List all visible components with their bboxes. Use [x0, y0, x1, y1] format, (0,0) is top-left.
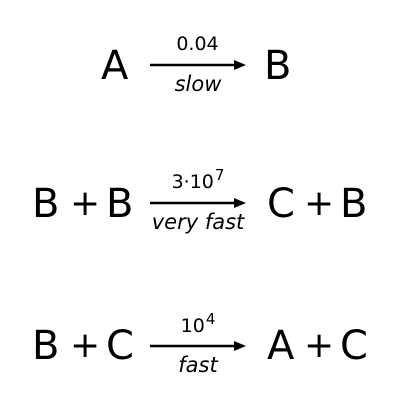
reactant-1: A	[101, 43, 129, 89]
rate-constant: 0.04	[148, 34, 248, 55]
rate-base: 10	[180, 315, 205, 337]
rate-constant: 104	[148, 310, 248, 337]
rate-exponent: 4	[205, 310, 216, 328]
reaction-1: A 0.04 slow B	[0, 26, 412, 106]
speed-label: slow	[174, 72, 222, 96]
speed-label: very fast	[151, 210, 245, 234]
plus-sign: +	[304, 325, 335, 366]
product-1: B	[264, 43, 292, 89]
rate-base: 0.04	[176, 33, 219, 55]
speed-label: fast	[178, 353, 218, 377]
reactant-1: B	[32, 323, 60, 369]
product-2: C	[340, 323, 368, 369]
product-1: A	[267, 323, 295, 369]
reaction-3: B + C 104 fast A + C	[0, 300, 412, 380]
reaction-2: B + B 3·107 very fast C + B	[0, 160, 412, 240]
plus-sign: +	[304, 183, 335, 224]
rate-constant: 3·107	[148, 166, 248, 193]
rate-base: 3·10	[171, 171, 214, 193]
reactant-2: C	[106, 323, 134, 369]
reaction-arrow	[150, 198, 246, 208]
plus-sign: +	[70, 325, 101, 366]
product-2: B	[340, 181, 368, 227]
product-1: C	[267, 181, 295, 227]
reactant-2: B	[106, 181, 134, 227]
rate-exponent: 7	[214, 166, 225, 184]
reaction-arrow	[150, 60, 246, 70]
reactant-1: B	[32, 181, 60, 227]
plus-sign: +	[70, 183, 101, 224]
reaction-arrow	[150, 341, 246, 351]
